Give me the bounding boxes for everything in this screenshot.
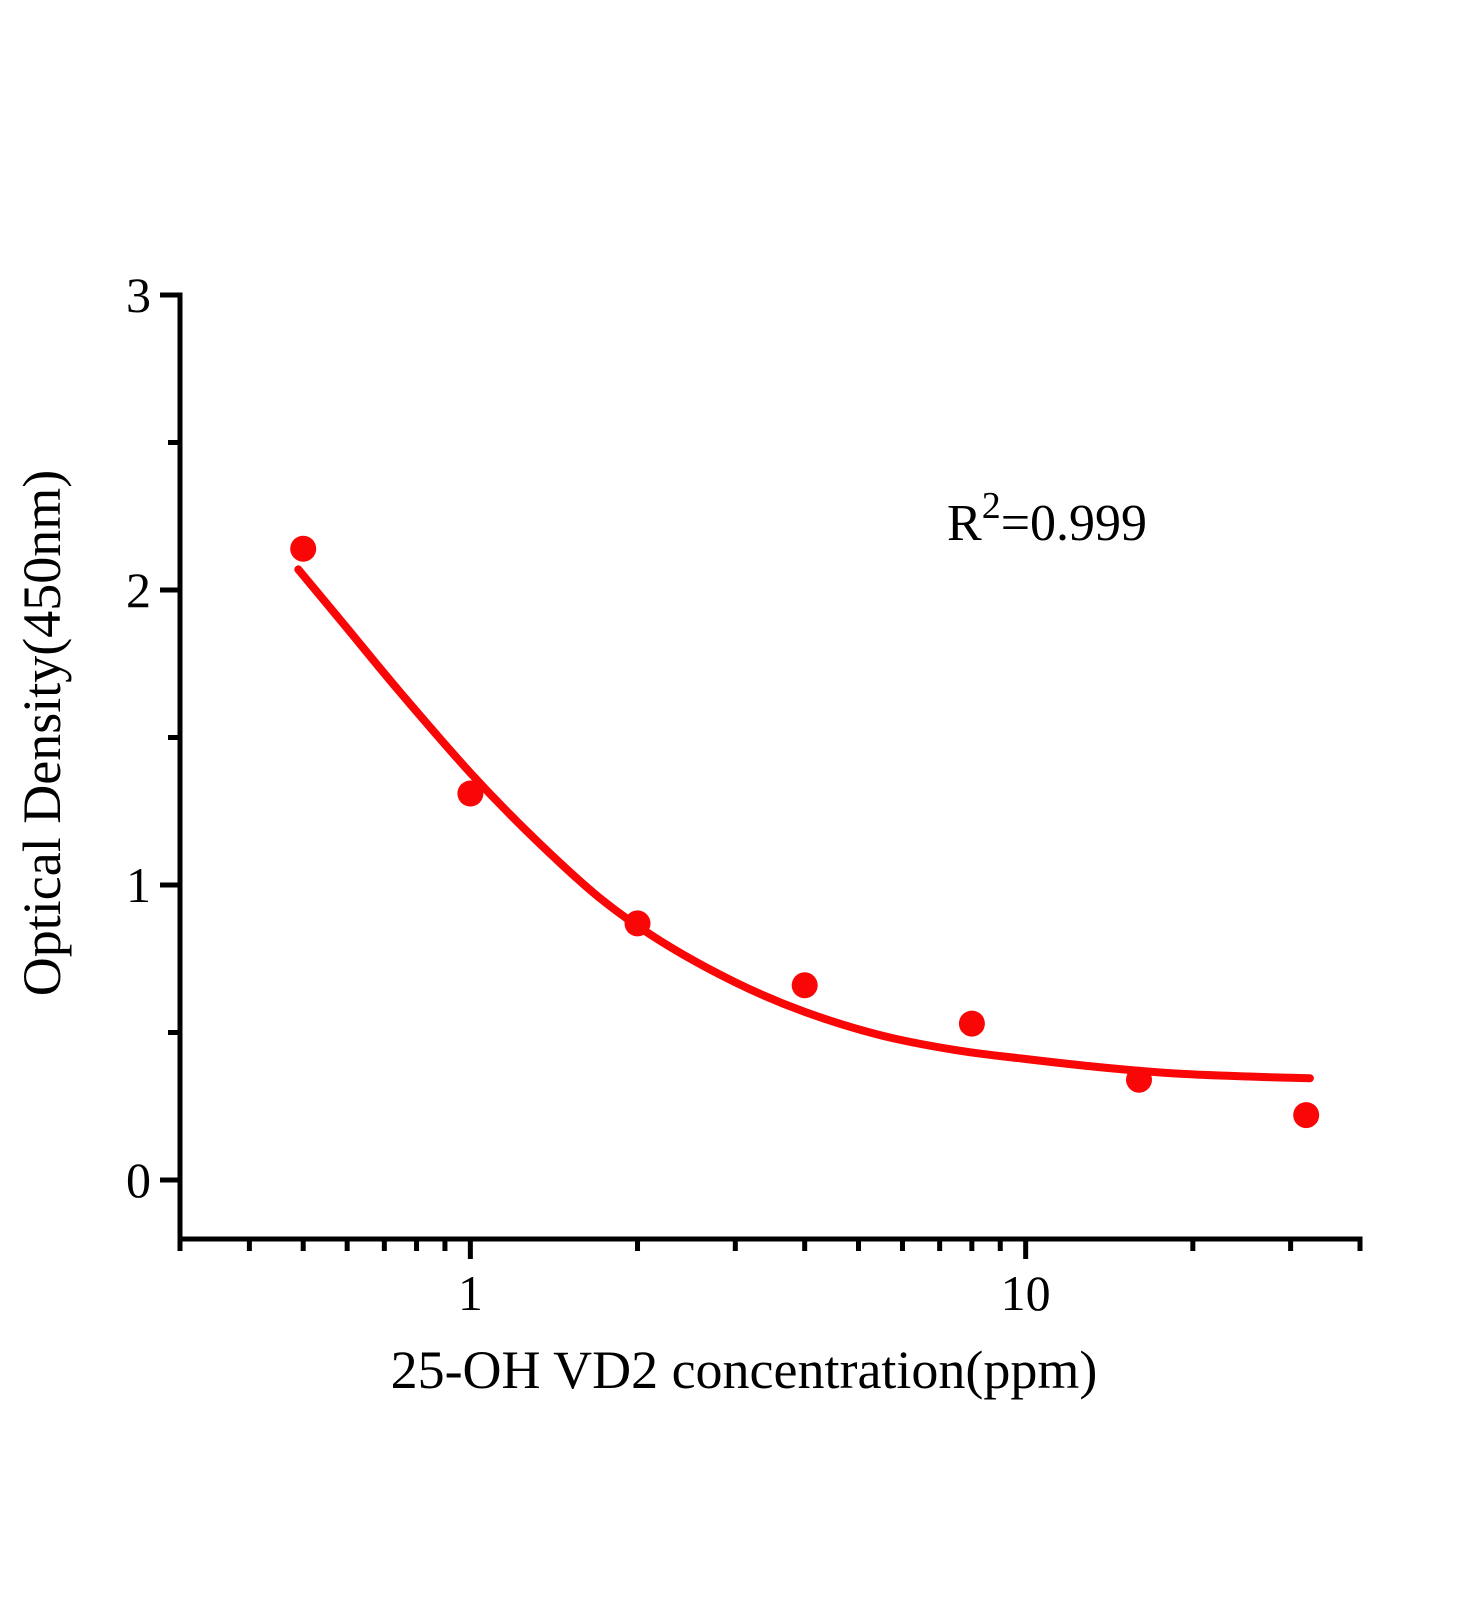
axes xyxy=(177,292,1363,1242)
y-tick-label: 2 xyxy=(126,562,151,618)
r-squared-superscript: 2 xyxy=(982,485,1001,527)
x-tick-label: 10 xyxy=(1001,1265,1051,1321)
axis-ticks xyxy=(160,292,1363,1259)
fit-curve-line xyxy=(294,565,1314,1083)
x-tick-label: 1 xyxy=(458,1265,483,1321)
plot-series xyxy=(290,535,1320,1129)
data-point xyxy=(791,972,818,999)
r-squared-value: =0.999 xyxy=(1001,495,1147,552)
r-squared-annotation: R2=0.999 xyxy=(947,485,1147,552)
y-tick-label: 1 xyxy=(126,857,151,913)
axis-tick-labels: 1 10 0 1 2 3 xyxy=(126,267,1051,1321)
y-axis-title: Optical Density(450nm) xyxy=(12,470,72,996)
y-tick-label: 0 xyxy=(126,1152,151,1208)
x-axis-title: 25-OH VD2 concentration(ppm) xyxy=(391,1340,1098,1400)
r-squared-base: R xyxy=(947,495,982,552)
data-point xyxy=(1293,1102,1320,1129)
data-point xyxy=(290,535,317,562)
y-tick-label: 3 xyxy=(126,267,151,323)
data-point xyxy=(457,780,484,807)
data-point xyxy=(958,1010,985,1037)
